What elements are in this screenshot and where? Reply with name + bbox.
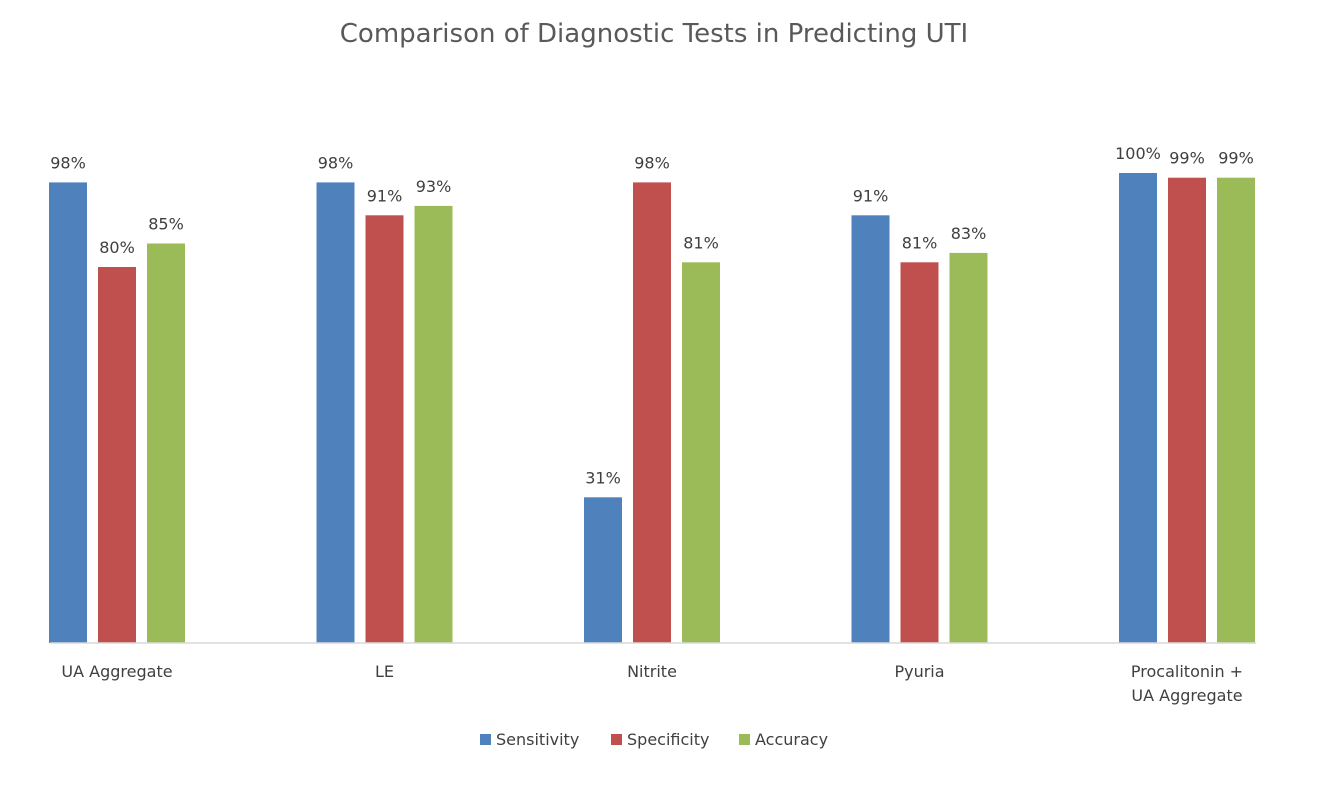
legend-swatch-sensitivity bbox=[480, 734, 491, 745]
data-label-sensitivity-4: 100% bbox=[1115, 144, 1161, 163]
data-label-accuracy-4: 99% bbox=[1218, 149, 1254, 168]
data-labels-layer: 98% 80% 85% 98% 91% 93% 31% 98% 81% 91% 81% 83% 100%… bbox=[50, 144, 1254, 487]
bar-specificity-2 bbox=[633, 182, 671, 643]
category-label-line: UA Aggregate bbox=[1131, 686, 1242, 705]
legend-label-accuracy: Accuracy bbox=[755, 730, 828, 749]
legend: Sensitivity Specificity Accuracy bbox=[480, 730, 828, 749]
category-label-2: Nitrite bbox=[627, 662, 677, 681]
category-label-line: Nitrite bbox=[627, 662, 677, 681]
bar-accuracy-2 bbox=[682, 262, 720, 643]
legend-label-specificity: Specificity bbox=[627, 730, 709, 749]
category-label-3: Pyuria bbox=[894, 662, 944, 681]
data-label-sensitivity-1: 98% bbox=[318, 153, 354, 172]
category-label-0: UA Aggregate bbox=[61, 662, 172, 681]
bar-sensitivity-1 bbox=[316, 182, 355, 643]
data-label-sensitivity-2: 31% bbox=[585, 468, 621, 487]
bar-accuracy-4 bbox=[1217, 177, 1255, 643]
bar-specificity-0 bbox=[98, 267, 136, 643]
bar-specificity-4 bbox=[1168, 177, 1206, 643]
category-label-line: Pyuria bbox=[894, 662, 944, 681]
bar-sensitivity-0 bbox=[49, 182, 87, 643]
data-label-sensitivity-3: 91% bbox=[853, 186, 889, 205]
category-label-line: UA Aggregate bbox=[61, 662, 172, 681]
bar-specificity-3 bbox=[900, 262, 939, 643]
data-label-accuracy-0: 85% bbox=[148, 215, 184, 234]
chart-title: Comparison of Diagnostic Tests in Predic… bbox=[340, 19, 968, 49]
bar-sensitivity-2 bbox=[584, 497, 622, 643]
category-label-4: Procalitonin + UA Aggregate bbox=[1131, 662, 1243, 705]
bars-layer bbox=[49, 173, 1255, 644]
bar-sensitivity-4 bbox=[1119, 173, 1157, 643]
category-label-line: Procalitonin + bbox=[1131, 662, 1243, 681]
data-label-specificity-2: 98% bbox=[634, 153, 670, 172]
data-label-specificity-0: 80% bbox=[99, 238, 135, 257]
legend-swatch-accuracy bbox=[739, 734, 750, 745]
bar-sensitivity-3 bbox=[851, 215, 890, 644]
bar-specificity-1 bbox=[365, 215, 404, 644]
data-label-specificity-1: 91% bbox=[367, 186, 403, 205]
legend-label-sensitivity: Sensitivity bbox=[496, 730, 579, 749]
category-label-line: LE bbox=[375, 662, 394, 681]
data-label-accuracy-1: 93% bbox=[416, 177, 452, 196]
bar-accuracy-3 bbox=[949, 252, 988, 643]
data-label-specificity-4: 99% bbox=[1169, 149, 1205, 168]
data-label-specificity-3: 81% bbox=[902, 233, 938, 252]
category-label-1: LE bbox=[375, 662, 394, 681]
bar-accuracy-1 bbox=[414, 205, 453, 643]
data-label-accuracy-3: 83% bbox=[951, 224, 987, 243]
bar-accuracy-0 bbox=[147, 243, 185, 643]
data-label-sensitivity-0: 98% bbox=[50, 153, 86, 172]
legend-swatch-specificity bbox=[611, 734, 622, 745]
data-label-accuracy-2: 81% bbox=[683, 233, 719, 252]
category-labels-layer: UA Aggregate LE Nitrite Pyuria Procalitonin … bbox=[61, 662, 1243, 705]
